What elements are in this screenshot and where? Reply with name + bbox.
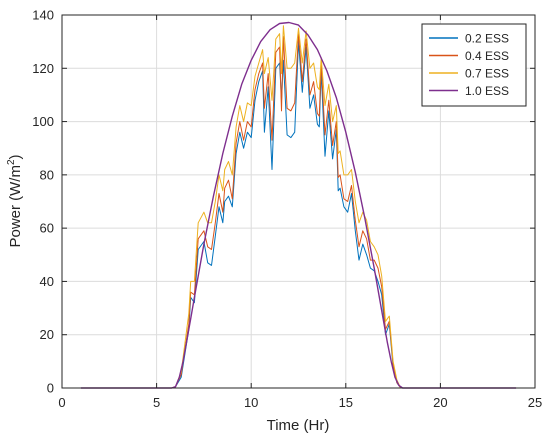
x-tick-label: 15 — [339, 395, 353, 410]
y-tick-label: 120 — [32, 61, 54, 76]
y-axis-ticks: 0 20 40 60 80 100 120 140 — [32, 8, 535, 396]
legend-label: 1.0 ESS — [465, 84, 509, 98]
y-axis-label-superscript: 2 — [6, 159, 17, 165]
series-line-4 — [80, 21, 517, 389]
x-tick-label: 0 — [58, 395, 65, 410]
y-tick-label: 0 — [47, 381, 54, 396]
legend-label: 0.4 ESS — [465, 49, 509, 63]
y-tick-label: 140 — [32, 8, 54, 23]
x-tick-label: 10 — [244, 395, 258, 410]
y-tick-label: 100 — [32, 114, 54, 129]
x-tick-label: 5 — [153, 395, 160, 410]
y-tick-label: 40 — [40, 274, 54, 289]
series-line-3 — [80, 25, 517, 389]
y-axis-label-close: ) — [7, 154, 24, 159]
y-axis-label-main: Power (W/m — [7, 165, 24, 248]
y-tick-label: 60 — [40, 221, 54, 236]
y-tick-label: 80 — [40, 167, 54, 182]
x-tick-label: 25 — [528, 395, 542, 410]
y-tick-label: 20 — [40, 327, 54, 342]
x-axis-ticks: 0 5 10 15 20 25 — [58, 15, 542, 410]
series-line-1 — [80, 41, 517, 389]
x-tick-label: 20 — [433, 395, 447, 410]
legend: 0.2 ESS 0.4 ESS 0.7 ESS 1.0 ESS — [421, 23, 527, 107]
plot-frame — [61, 14, 536, 389]
series-group — [80, 21, 517, 389]
x-axis-label: Time (Hr) — [267, 417, 330, 434]
series-line-2 — [80, 33, 517, 389]
y-axis-label: Power (W/m2) — [6, 154, 24, 247]
legend-label: 0.2 ESS — [465, 32, 509, 46]
legend-label: 0.7 ESS — [465, 67, 509, 81]
